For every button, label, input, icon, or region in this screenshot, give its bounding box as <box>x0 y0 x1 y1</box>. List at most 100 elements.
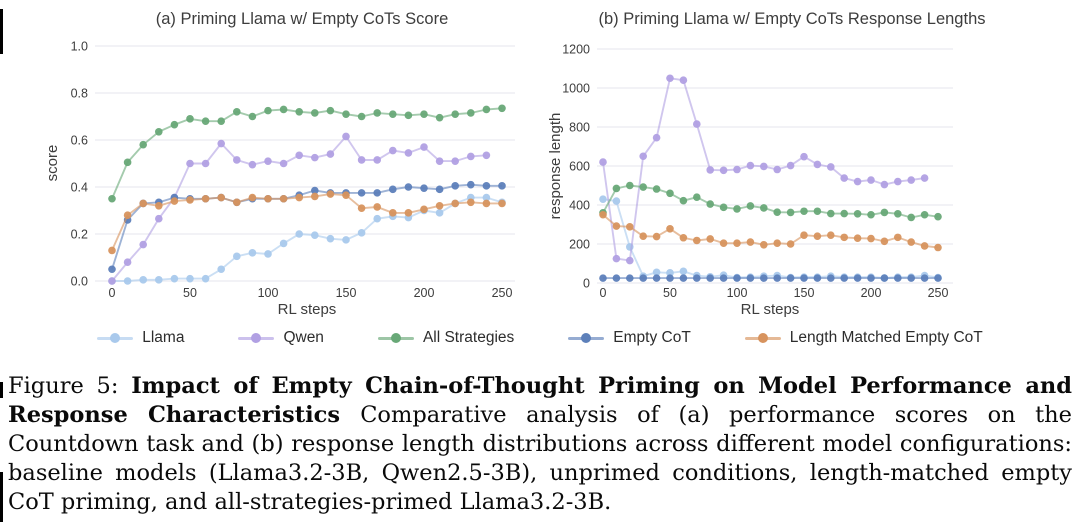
data-point <box>201 274 210 283</box>
data-point <box>404 209 413 217</box>
legend-marker-icon <box>568 333 605 343</box>
data-point <box>626 181 634 190</box>
data-point <box>693 274 701 282</box>
data-point <box>867 274 875 282</box>
series-empty_cot <box>599 274 942 282</box>
data-point <box>498 104 506 113</box>
data-point <box>920 210 929 219</box>
data-point <box>357 156 366 164</box>
data-point <box>760 162 768 171</box>
data-point <box>652 133 661 142</box>
legend-label: Length Matched Empty CoT <box>789 329 983 346</box>
y-tick-label: 0.8 <box>71 87 88 101</box>
data-point <box>295 193 304 202</box>
data-point <box>467 109 475 117</box>
series-all_strategies <box>108 104 506 203</box>
series-llama <box>599 195 942 282</box>
data-point <box>934 212 942 221</box>
data-point <box>626 274 634 282</box>
data-point <box>139 240 147 249</box>
y-tick-label: 1.0 <box>71 40 88 54</box>
data-point <box>894 177 902 186</box>
data-point <box>773 208 781 217</box>
data-point <box>599 195 607 203</box>
data-point <box>827 209 835 218</box>
data-point <box>326 150 335 158</box>
data-point <box>404 183 413 191</box>
data-point <box>894 274 902 282</box>
data-point <box>248 249 257 257</box>
data-point <box>404 111 413 120</box>
data-point <box>357 229 366 237</box>
data-point <box>880 237 889 246</box>
data-point <box>679 196 688 205</box>
data-point <box>827 163 835 171</box>
scan-edge-artifact <box>0 472 3 522</box>
data-point <box>867 210 875 219</box>
x-tick-label: 250 <box>492 286 513 300</box>
data-point <box>139 276 147 284</box>
data-point <box>733 165 741 174</box>
data-point <box>719 239 728 248</box>
data-point <box>435 202 444 210</box>
data-point <box>800 152 808 161</box>
data-point <box>139 199 147 208</box>
data-point <box>907 238 915 246</box>
data-point <box>311 192 319 201</box>
chart-title: (b) Priming Llama w/ Empty CoTs Response… <box>599 10 986 28</box>
data-point <box>155 214 163 223</box>
data-point <box>342 110 350 118</box>
data-point <box>679 274 688 282</box>
data-point <box>123 258 132 267</box>
data-point <box>108 246 116 255</box>
data-point <box>451 157 460 165</box>
data-point <box>920 274 929 282</box>
data-point <box>719 203 728 212</box>
data-point <box>612 197 621 205</box>
data-point <box>435 157 444 165</box>
data-point <box>482 151 491 160</box>
data-point <box>435 185 444 194</box>
data-point <box>840 274 848 282</box>
caption-body-text: Comparative analysis of (a) performance … <box>8 402 1072 515</box>
data-point <box>693 236 701 245</box>
data-point <box>155 202 163 210</box>
data-point <box>907 274 915 282</box>
data-point <box>482 182 491 190</box>
x-tick-label: 50 <box>663 286 677 300</box>
data-point <box>652 232 661 241</box>
data-point <box>373 189 382 197</box>
data-point <box>498 182 506 190</box>
gridlines <box>95 45 515 282</box>
chart-a-score: (a) Priming Llama w/ Empty CoTs Score 0.0… <box>44 10 515 318</box>
data-point <box>746 238 755 246</box>
data-point <box>666 269 674 277</box>
data-point <box>840 174 848 182</box>
data-point <box>813 274 822 282</box>
data-point <box>264 157 272 165</box>
legend-item-llama: Llama <box>97 329 184 347</box>
data-point <box>311 153 319 162</box>
chart-b-response-lengths: (b) Priming Llama w/ Empty CoTs Response… <box>547 10 986 318</box>
data-point <box>108 277 116 285</box>
data-point <box>800 231 808 240</box>
data-point <box>760 274 768 282</box>
x-tick-label: 50 <box>183 286 197 300</box>
y-tick-label: 800 <box>569 121 590 135</box>
legend-label: Llama <box>142 329 185 346</box>
x-axis-label: RL steps <box>741 301 800 318</box>
data-point <box>311 231 319 239</box>
data-point <box>170 274 179 283</box>
legend-marker-icon <box>744 333 781 343</box>
series-length_matched_empty_cot <box>108 190 506 255</box>
y-tick-label: 0.4 <box>71 181 88 195</box>
data-point <box>139 140 147 149</box>
data-point <box>311 109 319 117</box>
data-point <box>693 193 701 201</box>
legend-label: Qwen <box>283 329 324 346</box>
data-point <box>599 210 607 219</box>
data-point <box>482 105 491 114</box>
y-tick-label: 0.2 <box>71 228 88 242</box>
data-point <box>389 146 397 155</box>
data-point <box>853 274 862 282</box>
